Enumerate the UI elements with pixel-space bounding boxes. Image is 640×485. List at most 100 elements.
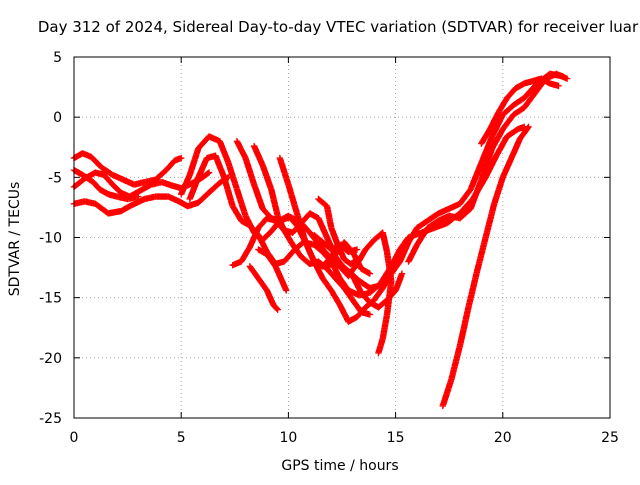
data-point-trace [271, 302, 280, 312]
data-point-trace [363, 237, 377, 252]
data-point-trace [311, 232, 325, 245]
data-point [525, 123, 532, 130]
data-point-trace [440, 377, 455, 408]
grid [74, 57, 610, 418]
data-point-trace [217, 139, 232, 165]
x-axis-label: GPS time / hours [281, 458, 398, 474]
data-point [398, 270, 406, 277]
y-tick-label: -15 [39, 291, 62, 307]
data-point-trace [315, 216, 330, 240]
data-point-trace [414, 225, 431, 247]
data-point-trace [196, 134, 212, 151]
data-point-trace [80, 172, 96, 185]
chart-title: Day 312 of 2024, Sidereal Day-to-day VTE… [38, 18, 639, 36]
data-point-trace [478, 146, 495, 182]
data-point-trace [285, 182, 300, 216]
data-point-trace [311, 242, 325, 255]
data-point-trace [209, 178, 225, 193]
data-point-trace [196, 188, 214, 205]
data-point-trace [425, 211, 441, 224]
data-point-trace [511, 105, 527, 118]
data-point-trace [457, 305, 472, 348]
data-point-trace [482, 202, 498, 240]
data-point-trace [500, 156, 514, 180]
data-point-trace [363, 297, 377, 310]
y-tick-label: -5 [48, 170, 62, 186]
data-point-trace [379, 230, 390, 254]
data-point-trace [493, 134, 510, 158]
data-point-trace [230, 204, 244, 223]
data-point [563, 75, 571, 82]
data-point-trace [504, 86, 518, 101]
y-axis-label: SDTVAR / TECUs [7, 182, 23, 297]
data-point-trace [379, 312, 390, 341]
data-point-trace [268, 187, 281, 218]
data-point-trace [71, 176, 87, 190]
data-point [353, 246, 361, 253]
data-point-trace [505, 126, 520, 139]
data-point-trace [521, 91, 538, 110]
data-point-trace [110, 182, 124, 196]
data-point-trace [324, 204, 335, 230]
data-point-trace [153, 167, 169, 183]
data-point-trace [508, 136, 523, 161]
data-point-trace [178, 172, 193, 197]
data-point-trace [522, 81, 540, 101]
data-point-trace [328, 288, 343, 307]
data-point-trace [384, 250, 395, 283]
data-point-trace [290, 242, 304, 259]
data-point-trace [341, 240, 356, 255]
data-point-trace [346, 261, 360, 279]
data-point-trace [129, 196, 147, 208]
data-point-trace [324, 252, 339, 271]
x-tick-label: 5 [177, 430, 186, 446]
data-point-trace [405, 242, 420, 264]
data-point-trace [247, 225, 261, 250]
data-point-trace [264, 288, 277, 307]
x-tick-label: 15 [387, 430, 405, 446]
series-arc-16 [405, 70, 571, 265]
data-point-trace [496, 95, 510, 115]
y-tick-label: -10 [39, 231, 62, 247]
data-point-trace [489, 112, 506, 139]
data-point-trace [119, 202, 134, 214]
x-tick-label: 25 [601, 430, 619, 446]
data-point-trace [491, 175, 506, 206]
data-point-trace [487, 110, 502, 132]
data-point-trace [478, 134, 495, 165]
data-point [205, 169, 213, 176]
data-point-trace [425, 218, 441, 231]
data-point-trace [302, 240, 317, 264]
data-point-trace [341, 285, 356, 303]
data-point-trace [350, 298, 364, 315]
data-point-trace [281, 247, 298, 264]
data-point-trace [414, 218, 430, 231]
data-point-trace [101, 172, 115, 187]
data-point-trace [187, 175, 201, 201]
data-point-trace [212, 153, 227, 180]
data-point-trace [195, 156, 210, 180]
data-point-trace [200, 170, 212, 180]
data-point-trace [264, 252, 278, 269]
x-tick-label: 20 [494, 430, 512, 446]
data-point-trace [333, 276, 347, 291]
series-arc-10 [255, 246, 290, 294]
data-point-trace [251, 144, 266, 168]
data-point [283, 287, 290, 294]
data-point-trace [489, 127, 506, 151]
x-tick-label: 0 [70, 430, 79, 446]
data-point [555, 82, 562, 90]
data-point-trace [375, 336, 386, 355]
data-point-trace [238, 245, 253, 264]
data-point-trace [275, 213, 287, 233]
data-point-trace [328, 226, 341, 247]
series-arc-3 [70, 174, 232, 217]
data-point-trace [478, 127, 493, 146]
data-point-trace [277, 156, 292, 187]
data-point-trace [163, 158, 178, 173]
data-point-trace [457, 187, 473, 206]
data-point-trace [392, 271, 405, 293]
data-point-trace [260, 229, 274, 243]
data-point-trace [259, 163, 274, 192]
